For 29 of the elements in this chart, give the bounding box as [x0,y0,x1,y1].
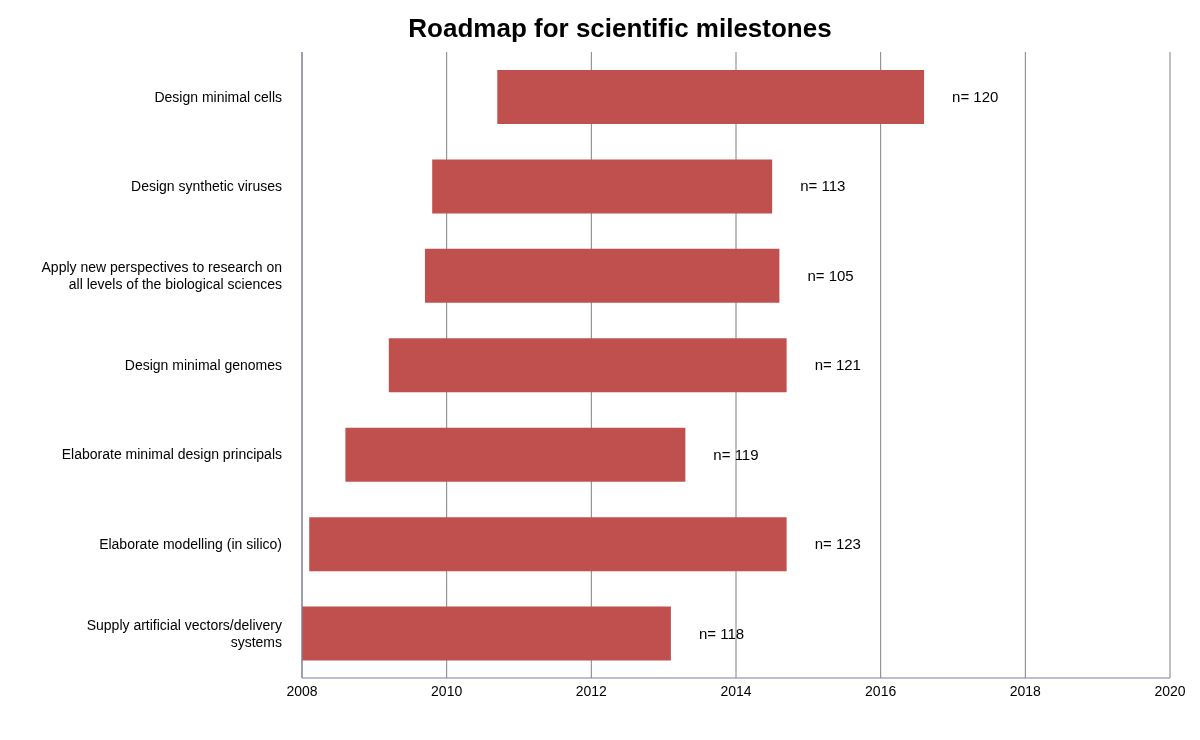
chart-title: Roadmap for scientific milestones [407,12,833,45]
y-tick-label: Design synthetic viruses [131,178,282,195]
x-tick-label: 2010 [431,682,463,699]
x-tick-label: 2008 [286,682,318,699]
bar [424,248,780,303]
y-tick-label: Supply artificial vectors/delivery systems [86,616,282,650]
bar [309,517,787,572]
bar [497,70,925,124]
annotation: n= 121 [814,356,861,374]
y-tick-label: Elaborate minimal design principals [61,446,282,463]
annotation: n= 113 [800,177,846,195]
y-tick-label: Apply new perspectives to research on all levels of the biological sciences [41,259,282,293]
bar [388,338,787,393]
annotation: n= 123 [814,535,861,553]
bar [345,427,686,482]
bar [432,159,773,214]
y-tick-label: Design minimal cells [154,88,282,105]
annotation: n= 120 [952,88,999,106]
annotation: n= 105 [807,266,854,284]
annotation: n= 118 [698,624,745,642]
x-tick-label: 2018 [1009,682,1042,699]
y-tick-label: Design minimal genomes [124,357,282,373]
x-tick-label: 2014 [720,682,752,699]
x-tick-label: 2020 [1154,682,1186,699]
x-tick-label: 2016 [865,682,897,699]
annotation: n= 119 [713,445,759,463]
y-tick-label: Elaborate modelling (in silico) [99,535,282,552]
bar [302,606,671,661]
x-tick-label: 2012 [575,682,608,699]
